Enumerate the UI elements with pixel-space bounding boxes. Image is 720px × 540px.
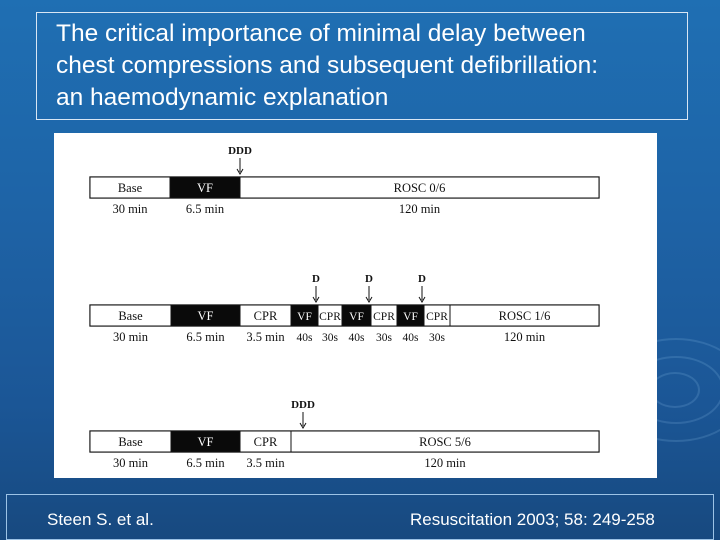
segment-label: VF — [403, 311, 418, 323]
defibrillation-arrow-head — [418, 296, 426, 303]
segment-label: CPR — [426, 311, 448, 323]
segment-duration: 3.5 min — [246, 330, 285, 344]
segment-duration: 30s — [429, 332, 446, 344]
segment-label: ROSC 0/6 — [394, 181, 446, 195]
slide-title: The critical importance of minimal delay… — [56, 20, 599, 111]
defibrillation-arrow-head — [299, 422, 307, 429]
segment-duration: 40s — [403, 332, 420, 344]
segment-duration: 6.5 min — [186, 456, 225, 470]
segment-duration: 120 min — [399, 202, 441, 216]
defibrillation-marker-label: D — [365, 273, 373, 285]
phase-segment — [449, 304, 600, 327]
segment-label: VF — [297, 311, 312, 323]
segment-duration: 6.5 min — [186, 330, 225, 344]
segment-duration: 30 min — [113, 330, 149, 344]
segment-label: CPR — [319, 311, 341, 323]
segment-label: ROSC 1/6 — [499, 309, 551, 323]
segment-label: VF — [198, 435, 214, 449]
segment-duration: 30s — [322, 332, 339, 344]
segment-label: Base — [118, 309, 143, 323]
segment-label: Base — [118, 181, 143, 195]
segment-duration: 3.5 min — [246, 456, 285, 470]
citation-journal: Resuscitation 2003; 58: 249-258 — [410, 510, 655, 529]
defibrillation-marker-label: DDD — [228, 145, 252, 157]
phase-segment — [239, 176, 600, 199]
defibrillation-marker-label: D — [418, 273, 426, 285]
segment-duration: 30 min — [113, 456, 149, 470]
segment-label: ROSC 5/6 — [419, 435, 471, 449]
segment-label: VF — [198, 309, 214, 323]
defibrillation-arrow-head — [236, 168, 244, 175]
segment-duration: 120 min — [424, 456, 466, 470]
phase-segment — [290, 430, 600, 453]
citation-authors: Steen S. et al. — [47, 510, 154, 529]
defibrillation-marker-label: D — [312, 273, 320, 285]
segment-duration: 6.5 min — [186, 202, 225, 216]
segment-label: VF — [197, 181, 213, 195]
segment-label: CPR — [254, 435, 278, 449]
defibrillation-marker-label: DDD — [291, 399, 315, 411]
segment-label: CPR — [254, 309, 278, 323]
segment-label: CPR — [373, 311, 395, 323]
title-frame — [36, 12, 688, 120]
segment-label: VF — [349, 311, 364, 323]
segment-duration: 30 min — [112, 202, 148, 216]
segment-label: Base — [118, 435, 143, 449]
segment-duration: 40s — [349, 332, 366, 344]
segment-duration: 120 min — [504, 330, 546, 344]
segment-duration: 30s — [376, 332, 393, 344]
segment-duration: 40s — [297, 332, 314, 344]
diagram-panel: Base 30 min VF 6.5 min ROSC 0/6 120 min DDD Bas… — [54, 133, 657, 478]
defibrillation-arrow-head — [365, 296, 373, 303]
defibrillation-arrow-head — [312, 296, 320, 303]
